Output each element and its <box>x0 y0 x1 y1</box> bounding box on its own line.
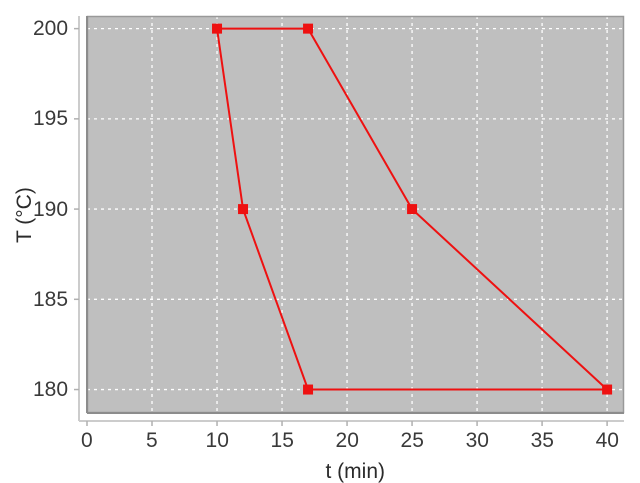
data-point-marker <box>303 384 314 395</box>
x-tick-label: 20 <box>335 429 359 452</box>
y-axis-label: T (°C) <box>13 186 36 243</box>
x-tick-label: 35 <box>530 429 554 452</box>
x-tick-label: 40 <box>595 429 619 452</box>
data-point-marker <box>303 23 314 34</box>
data-point-marker <box>238 204 249 215</box>
data-point-marker <box>212 23 223 34</box>
x-tick-label: 5 <box>146 429 158 452</box>
y-tick-label: 185 <box>33 287 69 311</box>
data-point-marker <box>407 204 418 215</box>
y-tick-label: 195 <box>33 107 69 131</box>
x-tick-label: 10 <box>205 429 229 452</box>
x-axis-label: t (min) <box>325 460 386 483</box>
data-series <box>212 23 613 395</box>
plot-background <box>87 16 624 413</box>
tick-marks <box>74 27 608 426</box>
y-tick-label: 190 <box>33 197 69 221</box>
x-tick-label: 30 <box>465 429 489 452</box>
y-tick-label: 200 <box>33 17 69 41</box>
x-tick-label: 25 <box>400 429 424 452</box>
x-tick-label: 15 <box>270 429 294 452</box>
data-point-marker <box>602 384 613 395</box>
y-tick-label: 180 <box>33 378 69 402</box>
x-tick-label: 0 <box>81 429 93 452</box>
